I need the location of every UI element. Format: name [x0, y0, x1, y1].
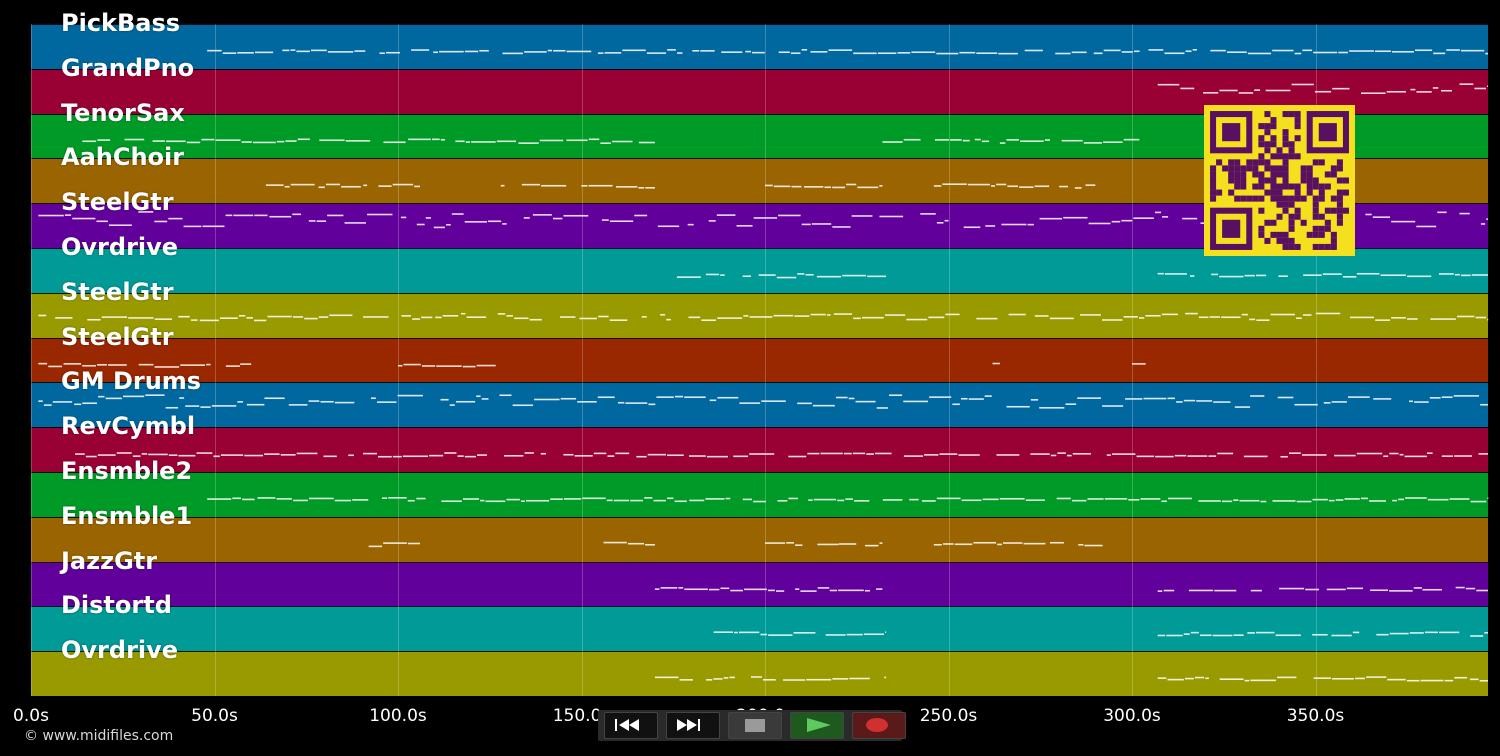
- track-label: SteelGtr: [61, 188, 174, 217]
- qr-code-icon[interactable]: [1204, 105, 1355, 256]
- track-lane: [31, 472, 1488, 517]
- tick-label: 300.0s: [1103, 706, 1161, 726]
- fast-forward-button[interactable]: [666, 712, 720, 739]
- gridline: [1132, 24, 1133, 696]
- track-lane: [31, 427, 1488, 472]
- play-button[interactable]: [790, 712, 844, 739]
- tick-label: 50.0s: [191, 706, 238, 726]
- track-notes: [368, 541, 1103, 548]
- tick-label: 0.0s: [13, 706, 49, 726]
- track-notes: [75, 452, 1488, 458]
- gridline: [31, 24, 32, 696]
- track-label: Distortd: [61, 591, 172, 620]
- track-notes: [38, 394, 1488, 409]
- gridline: [1315, 24, 1317, 696]
- track-notes: [676, 272, 1488, 279]
- track-label: GrandPno: [61, 53, 195, 82]
- track-label: JazzGtr: [61, 546, 158, 575]
- track-notes: [1157, 83, 1489, 95]
- track-notes: [207, 497, 1489, 503]
- track-lane: [31, 516, 1488, 562]
- gridline: [581, 24, 583, 696]
- track-label: Ovrdrive: [61, 636, 179, 665]
- gridline: [765, 24, 766, 696]
- track-label: RevCymbl: [61, 412, 196, 441]
- rewind-icon: [615, 719, 639, 731]
- track-lane: [31, 651, 1488, 696]
- track-notes: [38, 362, 1146, 368]
- stop-button[interactable]: [728, 712, 782, 739]
- track-label: TenorSax: [61, 98, 185, 127]
- fast-forward-icon: [677, 719, 700, 731]
- tick-label: 150.0s: [552, 706, 611, 726]
- track-notes: [207, 48, 1488, 55]
- track-notes: [265, 183, 1096, 189]
- track-notes: [713, 631, 1488, 637]
- rewind-button[interactable]: [604, 712, 658, 739]
- track-lane: [31, 382, 1488, 428]
- copyright-text: © www.midifiles.com: [24, 728, 174, 744]
- track-lane: [31, 606, 1488, 652]
- track-notes: [654, 676, 1488, 682]
- gridline: [398, 24, 399, 696]
- track-label: Ensmble1: [61, 501, 193, 530]
- track-label: PickBass: [61, 9, 181, 37]
- record-button[interactable]: [852, 712, 906, 739]
- track-lane: [31, 24, 1488, 69]
- track-label: Ensmble2: [61, 457, 193, 485]
- track-label: AahChoir: [61, 143, 185, 172]
- tick-label: 250.0s: [919, 706, 978, 726]
- track-notes: [38, 312, 1489, 322]
- track-label: GM Drums: [61, 367, 202, 396]
- track-label: SteelGtr: [61, 322, 174, 351]
- stop-icon: [745, 719, 765, 732]
- qr-code-graphic: [1204, 105, 1355, 256]
- track-lane: [31, 561, 1488, 607]
- record-icon: [866, 718, 888, 732]
- transport-controls: [598, 710, 906, 741]
- track-label: Ovrdrive: [61, 233, 179, 261]
- track-notes: [654, 586, 1488, 592]
- tick-label: 100.0s: [369, 706, 427, 726]
- play-icon: [807, 718, 831, 732]
- track-lane: [31, 337, 1488, 383]
- gridline: [948, 24, 950, 696]
- gridline: [214, 24, 216, 696]
- tick-label: 350.0s: [1286, 706, 1345, 726]
- track-label: SteelGtr: [61, 277, 174, 306]
- track-notes: [82, 138, 1140, 145]
